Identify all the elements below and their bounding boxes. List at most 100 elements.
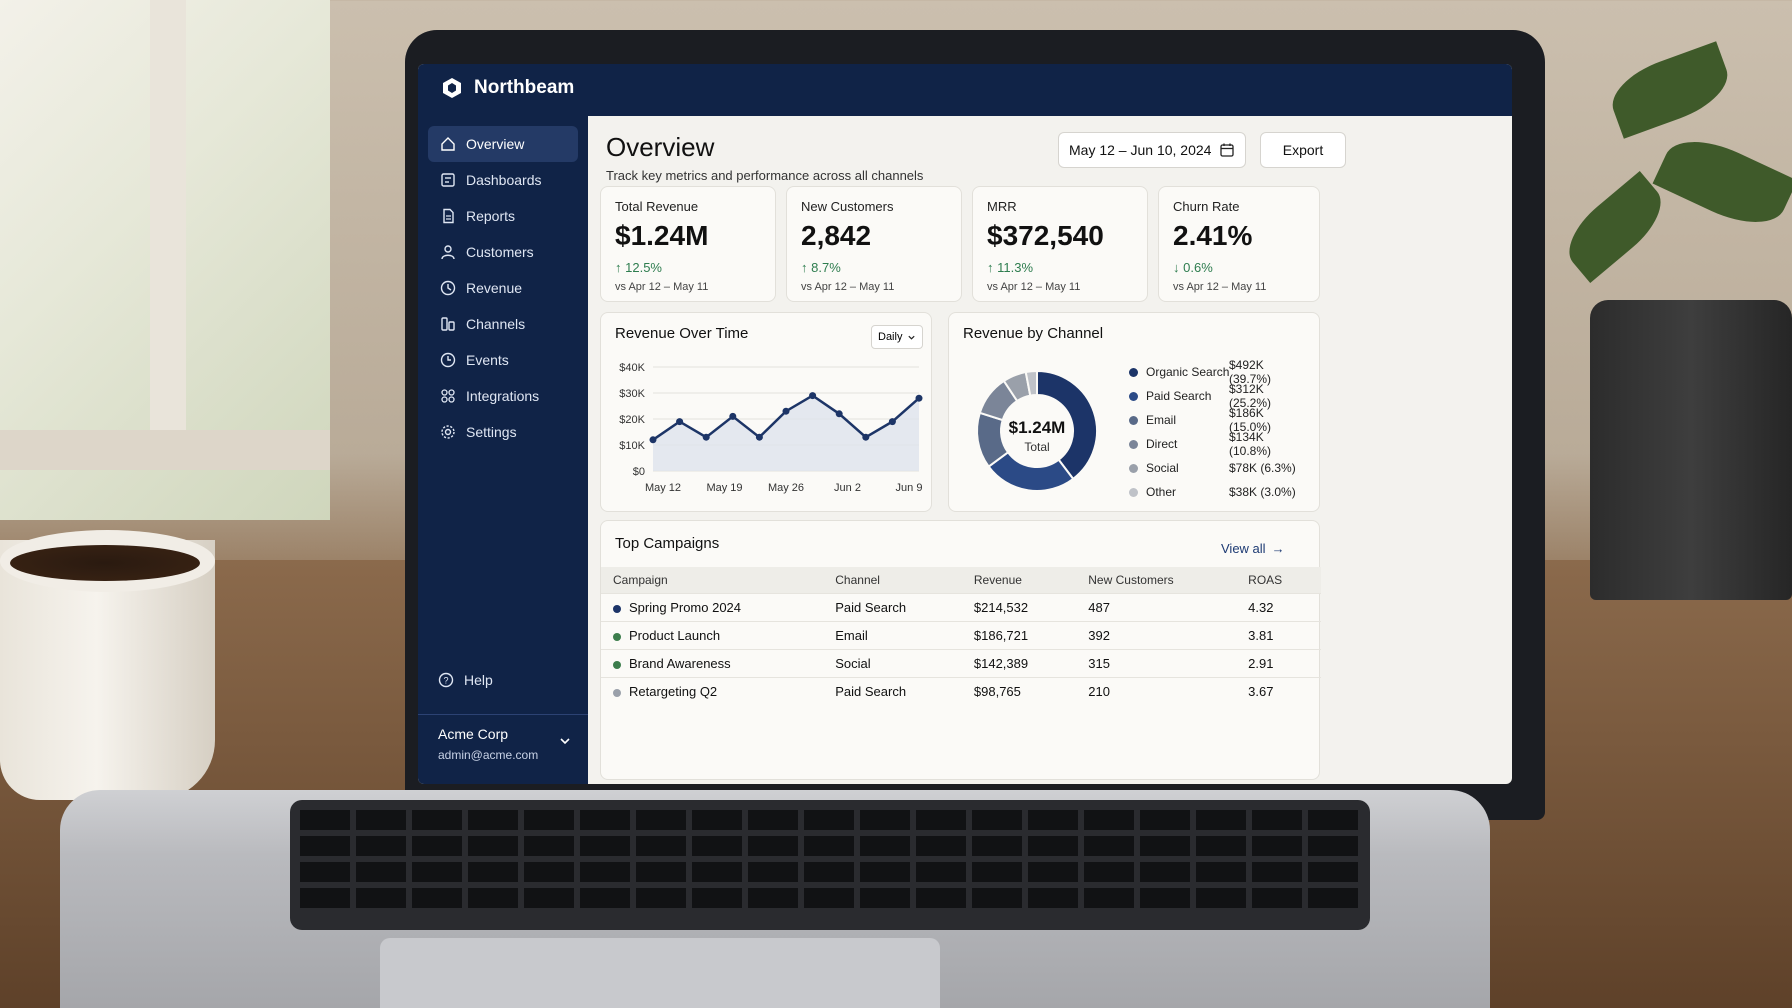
sidebar-item-settings[interactable]: Settings (428, 414, 578, 450)
column-header-channel[interactable]: Channel (823, 567, 962, 594)
status-dot (613, 632, 621, 641)
key-row (300, 862, 1360, 882)
arrow-up-icon: ↑ (615, 260, 626, 275)
arrow-down-icon: ↓ (1173, 260, 1184, 275)
arrow-right-icon: → (1271, 541, 1285, 556)
data-point (862, 433, 870, 441)
channels-icon (441, 317, 455, 331)
window-sill (0, 430, 330, 470)
y-tick-label: $10K (619, 440, 645, 452)
revenue-cell: $214,532 (961, 593, 1077, 622)
page-subtitle: Track key metrics and performance across… (606, 168, 924, 183)
northbeam-logo-icon (443, 78, 461, 98)
kpi-delta: ↑ 8.7% (801, 260, 947, 275)
customers-cell: 487 (1076, 593, 1237, 622)
calendar-icon (1220, 143, 1234, 157)
app-name: Northbeam (474, 77, 575, 98)
kpi-compare: vs Apr 12 – May 11 (1173, 281, 1267, 293)
data-point (915, 394, 923, 402)
campaign-name: Brand Awareness (629, 656, 731, 671)
sidebar-item-label: Channels (466, 316, 526, 332)
sidebar-item-reports[interactable]: Reports (428, 198, 578, 234)
table-row[interactable]: Spring Promo 2024 Paid Search $214,532 4… (601, 593, 1321, 622)
sidebar-item-customers[interactable]: Customers (428, 234, 578, 270)
home-icon (441, 137, 455, 151)
column-header-roas[interactable]: ROAS (1236, 567, 1321, 594)
y-tick-label: $0 (633, 466, 645, 478)
account-name[interactable]: Acme Corp (438, 726, 509, 742)
revenue-cell: $98,765 (961, 677, 1077, 705)
top-bar: Northbeam (418, 64, 1512, 116)
x-tick-label: May 19 (706, 482, 742, 494)
legend-swatch (1129, 391, 1138, 401)
table-row[interactable]: Product Launch Email $186,721 392 3.81 (601, 621, 1321, 650)
export-button[interactable]: Export (1260, 132, 1346, 168)
table-row[interactable]: Brand Awareness Social $142,389 315 2.91 (601, 649, 1321, 678)
kpi-label: MRR (987, 199, 1017, 214)
legend-value: $38K (3.0%) (1229, 485, 1296, 499)
customers-cell: 392 (1076, 621, 1237, 650)
view-all-label: View all (1221, 541, 1266, 556)
legend-value: $492K (39.7%) (1229, 358, 1272, 386)
data-point (676, 418, 684, 426)
revenue-cell: $186,721 (961, 621, 1077, 650)
sidebar-item-label: Dashboards (466, 172, 542, 188)
chevron-down-icon[interactable] (558, 734, 572, 748)
sidebar-item-label: Revenue (466, 280, 523, 296)
column-header-campaign[interactable]: Campaign (601, 567, 824, 594)
divider (418, 714, 588, 715)
help-link[interactable]: ? Help (438, 672, 493, 688)
kpi-delta: ↓ 0.6% (1173, 260, 1305, 275)
granularity-select[interactable]: Daily (871, 325, 923, 349)
legend-swatch (1129, 415, 1138, 425)
legend-item: Other $38K (3.0%) (1129, 485, 1309, 499)
data-point (755, 433, 763, 441)
data-point (702, 433, 710, 441)
kpi-delta-value: 11.3% (997, 260, 1034, 275)
kpi-value: $1.24M (615, 220, 709, 251)
channel-cell: Paid Search (823, 677, 962, 705)
column-header-revenue[interactable]: Revenue (961, 567, 1077, 594)
plant-leaf (1652, 125, 1792, 239)
sidebar-item-events[interactable]: Events (428, 342, 578, 378)
revenue-over-time-card: Revenue Over Time Daily $0 $10K $20K $30K $4… (600, 312, 932, 512)
data-point (835, 410, 843, 418)
data-point (809, 392, 817, 400)
campaign-name: Product Launch (629, 628, 721, 643)
kpi-delta-value: 12.5% (625, 260, 662, 275)
view-all-link[interactable]: View all → (1221, 541, 1285, 556)
channel-donut-chart: $1.24M Total (976, 369, 1098, 492)
sidebar-item-channels[interactable]: Channels (428, 306, 578, 342)
campaign-name: Retargeting Q2 (629, 684, 718, 699)
channel-cell: Social (823, 649, 962, 678)
table-row[interactable]: Retargeting Q2 Paid Search $98,765 210 3… (601, 677, 1321, 705)
sidebar-item-dashboards[interactable]: Dashboards (428, 162, 578, 198)
kpi-compare: vs Apr 12 – May 11 (987, 281, 1081, 293)
revenue-cell: $142,389 (961, 649, 1077, 678)
status-dot (613, 688, 621, 697)
revenue-line-chart: $0 $10K $20K $30K $40K May 12 May 19 May 26 Jun … (619, 362, 923, 494)
legend-swatch (1129, 367, 1138, 377)
legend-value: $134K (10.8%) (1229, 430, 1272, 458)
trackpad (380, 938, 940, 1008)
legend-swatch (1129, 439, 1138, 449)
legend-item: Organic Search $492K (39.7%) (1129, 358, 1309, 386)
legend-item: Social $78K (6.3%) (1129, 461, 1309, 475)
arrow-up-icon: ↑ (801, 260, 812, 275)
donut-center-label: Total (1024, 440, 1049, 454)
date-range-picker[interactable]: May 12 – Jun 10, 2024 (1058, 132, 1246, 168)
customers-cell: 210 (1076, 677, 1237, 705)
x-tick-label: May 26 (768, 482, 804, 494)
plant-leaf (1603, 41, 1737, 139)
column-header-new-customers[interactable]: New Customers (1076, 567, 1237, 594)
legend-item: Paid Search $312K (25.2%) (1129, 382, 1309, 410)
kpi-label: Churn Rate (1173, 199, 1240, 214)
key-row (300, 888, 1360, 908)
sidebar-item-revenue[interactable]: Revenue (428, 270, 578, 306)
brand[interactable]: Northbeam (440, 76, 574, 100)
roas-cell: 2.91 (1236, 649, 1321, 678)
legend-label: Paid Search (1146, 389, 1212, 403)
sidebar-item-integrations[interactable]: Integrations (428, 378, 578, 414)
legend-swatch (1129, 487, 1138, 497)
sidebar-item-overview[interactable]: Overview (428, 126, 578, 162)
